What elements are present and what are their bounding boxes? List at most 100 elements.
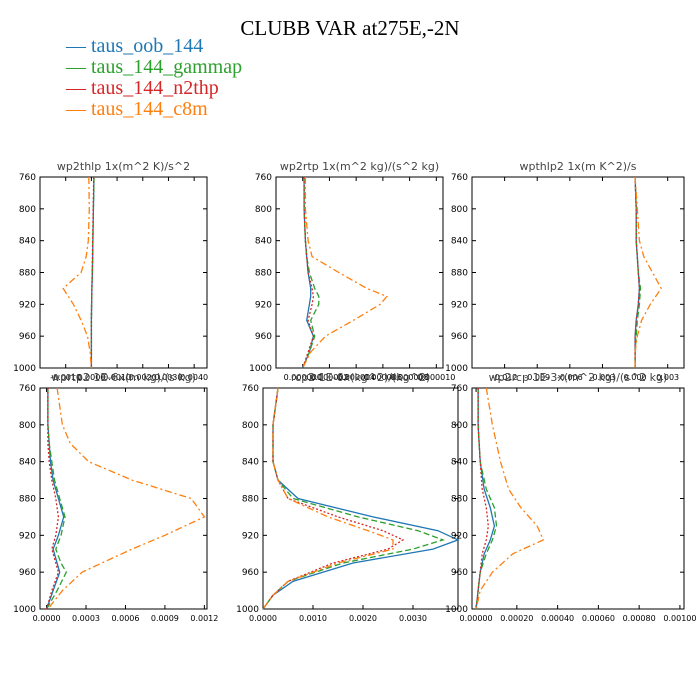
y-tick-label: 960 — [451, 568, 468, 578]
x-tick-label: 0.0009 — [151, 614, 179, 623]
x-tick-label: 0.000 — [624, 373, 647, 382]
series-line-taus-144-gammap — [262, 387, 446, 610]
plot-frame — [471, 176, 685, 369]
y-tick-label: 760 — [451, 384, 468, 394]
legend: — taus_oob_144 — taus_144_gammap — taus_… — [66, 36, 242, 120]
y-tick-label: 1000 — [13, 364, 36, 374]
x-tick-label: 0.0000 — [33, 614, 61, 623]
y-tick-label: 800 — [451, 421, 468, 431]
plot-frame — [275, 176, 444, 369]
y-tick-label: 880 — [19, 495, 36, 505]
chart-panel-6: wp2rcp 1E-3x(m^2 kg)/(s^2 kg) 760 800 840 88… — [445, 371, 696, 623]
x-tick-label: -0.003 — [590, 373, 616, 382]
series-line-taus-144-gammap — [46, 388, 68, 610]
x-tick-label: 0.0003 — [72, 614, 100, 623]
panel-title: wpthlp2 1x(m K^2)/s — [520, 160, 637, 173]
y-tick-label: 920 — [242, 531, 259, 541]
chart-panel-4: wprtp2 1E-6x(m kg)/(s kg) 760 800 840 880 920… — [13, 371, 218, 623]
legend-line-icon: — — [66, 98, 91, 120]
x-tick-label: 0.0000 — [249, 614, 277, 623]
legend-line-icon: — — [66, 35, 91, 57]
x-tick-label: 0.000002 — [310, 373, 348, 382]
legend-label: taus_144_c8m — [91, 98, 208, 120]
x-tick-label: 0.00060 — [582, 614, 615, 623]
legend-item-taus-144-c8m: — taus_144_c8m — [66, 99, 242, 120]
x-tick-label: -0.0010 — [50, 373, 81, 382]
y-tick-label: 760 — [451, 173, 468, 183]
x-tick-label: 0.0020 — [129, 373, 157, 382]
panel-title: wp2rtp 1x(m^2 kg)/(s^2 kg) — [280, 160, 439, 173]
y-tick-label: 880 — [451, 269, 468, 279]
series-line-taus-144-c8m — [47, 387, 206, 610]
x-tick-label: 0.00040 — [541, 614, 574, 623]
y-tick-label: 1000 — [13, 605, 36, 615]
y-tick-label: 880 — [255, 269, 272, 279]
y-tick-label: 760 — [19, 173, 36, 183]
x-tick-label: 0.0006 — [111, 614, 139, 623]
series-line-taus-144-c8m — [62, 176, 93, 369]
y-tick-label: 760 — [242, 384, 259, 394]
y-tick-label: 920 — [19, 531, 36, 541]
y-tick-label: 1000 — [236, 605, 259, 615]
y-tick-label: 920 — [451, 531, 468, 541]
series-line-taus-144-n2thp — [475, 388, 489, 610]
plot-frame — [39, 176, 208, 369]
series-line-taus-144-n2thp — [262, 387, 405, 610]
y-tick-label: 800 — [19, 205, 36, 215]
series-line-taus-144-c8m — [302, 177, 388, 369]
legend-label: taus_144_n2thp — [91, 77, 219, 99]
series-line-taus-oob-144 — [262, 387, 460, 610]
y-tick-label: 840 — [19, 458, 36, 468]
chart-panel-1: wp2thlp 1x(m^2 K)/s^2 760 800 840 880 920 960 1… — [13, 160, 208, 382]
y-tick-label: 800 — [19, 421, 36, 431]
x-tick-label: -0.012 — [492, 373, 518, 382]
x-tick-label: 0.0010 — [103, 373, 131, 382]
panel-title: wp2thlp 1x(m^2 K)/s^2 — [57, 160, 190, 173]
x-tick-label: 0.00020 — [500, 614, 533, 623]
y-tick-label: 800 — [451, 205, 468, 215]
panel-title: rcp2 1E-6x(kg^2)/(kg^2) — [291, 371, 430, 384]
chart-panel-3: wpthlp2 1x(m K^2)/s 760 800 840 880 920 960 100… — [445, 160, 685, 382]
series-line-taus-144-n2thp — [302, 177, 315, 369]
series-line-taus-oob-144 — [45, 388, 65, 610]
y-tick-label: 960 — [451, 332, 468, 342]
series-line-taus-144-c8m — [262, 387, 394, 610]
legend-item-taus-oob-144: — taus_oob_144 — [66, 36, 242, 57]
series-line-taus-144-n2thp — [90, 176, 95, 368]
y-tick-label: 920 — [19, 300, 36, 310]
x-tick-label: 0.00080 — [623, 614, 656, 623]
y-tick-label: 920 — [255, 300, 272, 310]
y-tick-label: 920 — [451, 300, 468, 310]
x-tick-label: 0.0000 — [77, 373, 105, 382]
y-tick-label: 960 — [19, 568, 36, 578]
x-tick-label: 0.0020 — [349, 614, 377, 623]
y-tick-label: 840 — [242, 458, 259, 468]
series-line-taus-144-n2thp — [45, 388, 60, 610]
figure-title: CLUBB VAR at275E,-2N — [240, 16, 460, 40]
y-tick-label: 960 — [255, 332, 272, 342]
series-line-taus-144-n2thp — [634, 176, 641, 368]
panel-title: wp2rcp 1E-3x(m^2 kg)/(s^2 kg) — [489, 371, 668, 384]
x-tick-label: 0.0040 — [180, 373, 208, 382]
y-tick-label: 800 — [255, 205, 272, 215]
legend-label: taus_144_gammap — [91, 56, 243, 78]
series-line-taus-144-c8m — [634, 176, 662, 368]
y-tick-label: 960 — [19, 332, 36, 342]
legend-line-icon: — — [66, 77, 91, 99]
x-tick-label: 0.000010 — [417, 373, 455, 382]
y-tick-label: 1000 — [445, 605, 468, 615]
y-tick-label: 840 — [19, 237, 36, 247]
x-tick-label: 0.000004 — [337, 373, 375, 382]
x-tick-label: 0.0030 — [399, 614, 427, 623]
x-tick-label: 0.003 — [656, 373, 679, 382]
y-tick-label: 760 — [19, 384, 36, 394]
legend-item-taus-144-gammap: — taus_144_gammap — [66, 57, 242, 78]
x-tick-label: 0.000006 — [364, 373, 402, 382]
legend-label: taus_oob_144 — [91, 35, 204, 57]
chart-panel-2: wp2rtp 1x(m^2 kg)/(s^2 kg) 760 800 840 880 92… — [249, 160, 455, 382]
x-tick-label: 0.0010 — [299, 614, 327, 623]
x-tick-label: 0.0030 — [154, 373, 182, 382]
y-tick-label: 1000 — [249, 364, 272, 374]
y-tick-label: 1000 — [445, 364, 468, 374]
